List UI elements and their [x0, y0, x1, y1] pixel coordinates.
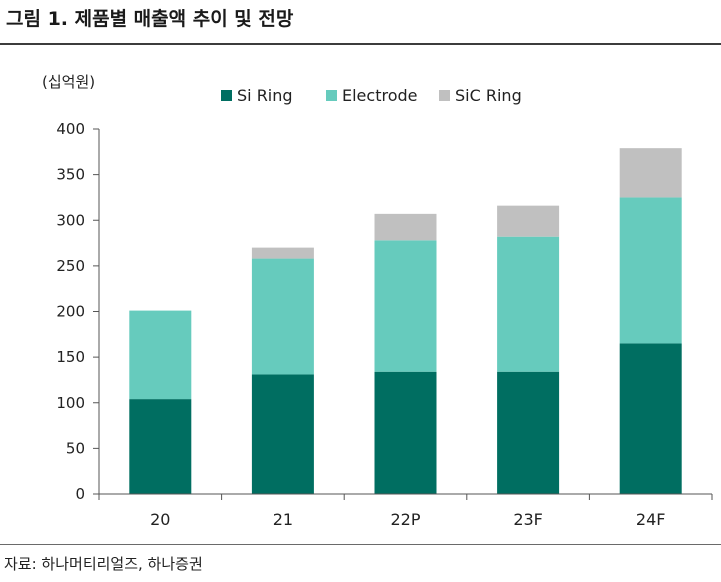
stacked-bar-chart: (십억원) Si Ring Electrode SiC Ring 0 50 100 150… — [42, 73, 713, 529]
y-tick-label: 150 — [56, 348, 85, 366]
x-tick-label: 21 — [273, 510, 293, 529]
plot-area: 0 50 100 150 200 250 300 350 400 20 21 22P 23F 24F — [56, 120, 713, 529]
x-tick-label: 20 — [150, 510, 170, 529]
source-note: 자료: 하나머티리얼즈, 하나증권 — [4, 555, 203, 573]
bar-segment — [129, 310, 192, 400]
title-divider — [0, 43, 721, 45]
y-tick-label: 50 — [66, 439, 85, 457]
y-tick-label: 300 — [56, 211, 85, 229]
bar-segment — [619, 148, 682, 198]
bar-segment — [374, 240, 437, 372]
y-tick-label: 100 — [56, 394, 85, 412]
x-tick-label: 22P — [390, 510, 420, 529]
legend-label: Electrode — [342, 86, 417, 105]
bar-segment — [374, 371, 437, 494]
bar-segment — [251, 258, 314, 375]
legend-swatch — [221, 90, 232, 101]
source-divider — [0, 544, 721, 545]
bar-segment — [497, 205, 560, 237]
unit-label: (십억원) — [42, 73, 95, 91]
bar-segment — [129, 399, 192, 494]
bar-segment — [619, 343, 682, 494]
legend-label: SiC Ring — [455, 86, 522, 105]
x-tick-label: 23F — [513, 510, 543, 529]
x-tick-label: 24F — [636, 510, 666, 529]
y-tick-label: 200 — [56, 303, 85, 321]
legend: Si Ring Electrode SiC Ring — [221, 86, 522, 105]
legend-label: Si Ring — [237, 86, 293, 105]
legend-swatch — [439, 90, 450, 101]
bar-segment — [497, 371, 560, 494]
figure-title: 그림 1. 제품별 매출액 추이 및 전망 — [6, 8, 294, 30]
bar-segment — [251, 374, 314, 494]
bar-segment — [374, 213, 437, 241]
y-tick-label: 0 — [75, 485, 85, 503]
bar-segment — [497, 236, 560, 372]
y-tick-label: 400 — [56, 120, 85, 138]
y-tick-label: 350 — [56, 166, 85, 184]
legend-swatch — [326, 90, 337, 101]
y-tick-label: 250 — [56, 257, 85, 275]
bar-segment — [619, 197, 682, 344]
bar-segment — [251, 247, 314, 259]
